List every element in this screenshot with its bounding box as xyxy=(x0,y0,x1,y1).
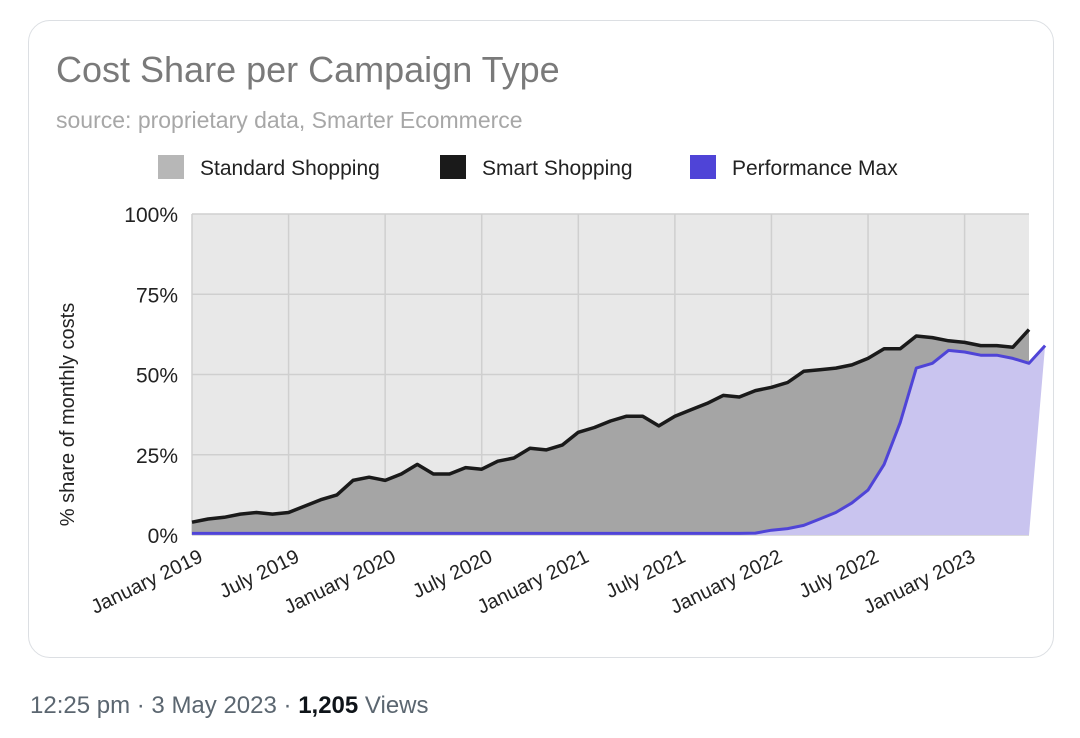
meta-separator: · xyxy=(136,692,145,719)
smart-shopping-area xyxy=(192,329,1029,535)
tweet-meta: 12:25 pm · 3 May 2023 · 1,205 Views xyxy=(30,692,429,720)
y-tick-label: 25% xyxy=(136,445,178,468)
performance-max-line xyxy=(192,344,1047,535)
performance-max-area xyxy=(192,345,1046,535)
x-tick-label: January 2021 xyxy=(474,546,593,619)
legend-label-1: Standard Shopping xyxy=(200,157,380,180)
chart-subtitle: source: proprietary data, Smarter Ecomme… xyxy=(56,107,523,133)
smart-shopping-line xyxy=(191,328,1031,524)
x-tick-label: January 2020 xyxy=(281,546,400,619)
legend-swatch-2 xyxy=(440,155,466,179)
y-tick-label: 100% xyxy=(124,204,178,227)
x-tick-label: January 2023 xyxy=(860,546,979,619)
y-tick-label: 50% xyxy=(136,365,178,388)
y-tick-label: 75% xyxy=(136,284,178,307)
x-tick-label: January 2022 xyxy=(667,546,786,619)
views-label: Views xyxy=(364,692,429,719)
meta-separator: · xyxy=(283,692,292,719)
legend-label-2: Smart Shopping xyxy=(482,157,633,180)
legend-swatch-1 xyxy=(158,155,184,179)
y-tick-label: 0% xyxy=(148,525,178,548)
tweet-time[interactable]: 12:25 pm xyxy=(30,692,131,719)
x-tick-label: January 2019 xyxy=(88,546,207,619)
y-axis-label: % share of monthly costs xyxy=(57,303,79,526)
chart-svg: Cost Share per Campaign Type source: prop… xyxy=(56,49,1047,619)
tweet-date[interactable]: 3 May 2023 xyxy=(151,692,277,719)
views-count: 1,205 xyxy=(298,692,359,719)
legend-label-3: Performance Max xyxy=(732,157,898,180)
chart-title: Cost Share per Campaign Type xyxy=(56,49,560,90)
legend-swatch-3 xyxy=(690,155,716,179)
